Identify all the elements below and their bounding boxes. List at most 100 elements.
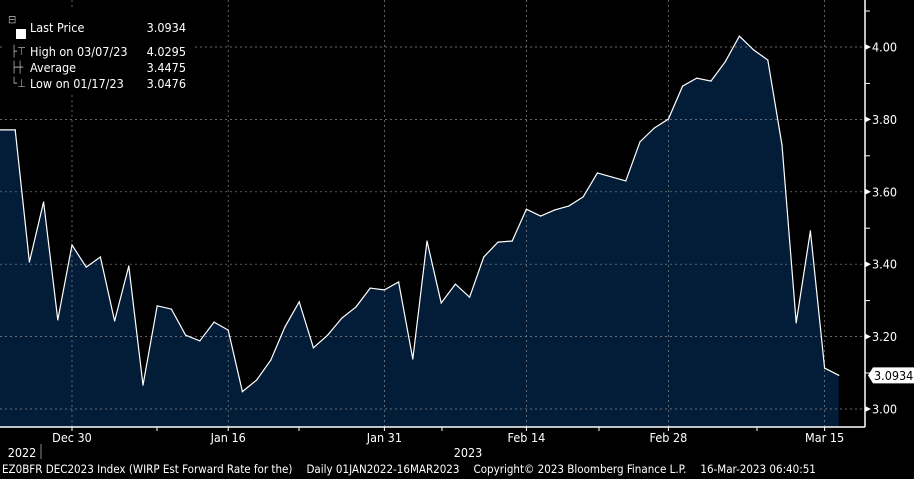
x-tick-label: Jan 31 — [366, 430, 402, 445]
legend-label: High on 03/07/23 — [30, 44, 128, 59]
data-point — [582, 196, 584, 198]
x-tick-label: Feb 28 — [650, 430, 688, 445]
legend-item-low[interactable]: └⊥ Low on 01/17/23 3.0476 — [8, 76, 186, 92]
data-point — [57, 319, 59, 321]
legend-item-high[interactable]: ├⊤ High on 03/07/23 4.0295 — [8, 44, 186, 60]
data-point — [781, 144, 783, 146]
data-point — [738, 35, 741, 37]
data-point — [241, 391, 243, 393]
data-point — [213, 321, 215, 323]
data-point — [114, 320, 116, 322]
high-marker-icon: ├⊤ — [8, 45, 26, 58]
x-tick-label: Dec 30 — [52, 430, 92, 445]
year-label: 2022 — [8, 445, 37, 460]
axes: 3.00 3.20 3.40 3.60 3.80 4.00 Dec 30 Jan 16 Jan … — [0, 0, 897, 460]
data-point — [99, 256, 101, 258]
y-tick-label: 3.00 — [872, 402, 897, 417]
legend-item-last-price[interactable]: ⊟ Last Price 3.0934 — [8, 12, 186, 44]
data-point — [554, 209, 556, 211]
data-point — [156, 305, 158, 307]
data-point — [497, 241, 499, 243]
year-label: 2023 — [454, 445, 483, 460]
y-tick-label: 3.60 — [872, 184, 897, 199]
x-tick-label: Jan 16 — [210, 430, 246, 445]
data-point — [28, 261, 30, 263]
data-point — [625, 180, 627, 182]
data-point — [596, 172, 599, 174]
x-tick-label: Mar 15 — [805, 430, 844, 445]
data-point — [369, 287, 371, 289]
last-value-label: 3.0934 — [868, 367, 914, 384]
y-tick — [865, 188, 871, 195]
data-point — [170, 308, 172, 310]
data-point — [227, 329, 229, 331]
y-tick — [865, 333, 871, 340]
data-point — [696, 77, 698, 79]
gridlines — [0, 0, 865, 427]
data-point — [540, 215, 542, 217]
data-point — [710, 80, 712, 82]
data-point — [0, 129, 2, 131]
data-point — [639, 141, 641, 143]
data-point — [795, 322, 797, 324]
filled-square-icon: ⊟ — [8, 12, 30, 44]
data-point — [454, 283, 456, 285]
legend-value: 4.0295 — [146, 44, 186, 59]
data-point — [809, 230, 812, 232]
data-point — [383, 289, 385, 291]
data-point — [568, 205, 570, 207]
data-point — [398, 281, 400, 283]
data-point — [270, 359, 272, 361]
price-chart: 3.00 3.20 3.40 3.60 3.80 4.00 Dec 30 Jan 16 Jan … — [0, 0, 914, 460]
y-tick-label: 3.20 — [872, 329, 897, 344]
data-point — [838, 374, 840, 376]
y-tick-label: 4.00 — [872, 40, 897, 55]
data-point — [199, 340, 201, 342]
data-point — [767, 59, 769, 61]
data-point — [511, 240, 513, 242]
legend-label: Last Price — [30, 20, 85, 35]
last-value-text: 3.0934 — [874, 368, 913, 383]
price-area — [0, 36, 839, 427]
legend-value: 3.0476 — [146, 76, 186, 91]
data-point — [724, 61, 726, 63]
date-range: Daily 01JAN2022-16MAR2023 — [306, 462, 460, 476]
data-point — [667, 118, 670, 120]
data-point — [682, 85, 684, 87]
data-point — [355, 306, 357, 308]
security-description: EZ0BFR DEC2023 Index (WIRP Est Forward R… — [2, 462, 293, 476]
data-point — [14, 129, 16, 131]
y-tick — [865, 261, 871, 268]
data-point — [426, 240, 428, 242]
data-point — [185, 334, 187, 336]
data-point — [525, 208, 528, 210]
y-tick — [865, 406, 871, 412]
y-tick — [865, 44, 871, 50]
data-point — [824, 367, 826, 369]
data-point — [469, 296, 471, 298]
data-point — [85, 266, 87, 268]
footer: EZ0BFR DEC2023 Index (WIRP Est Forward R… — [2, 462, 830, 476]
data-point — [298, 301, 300, 303]
y-tick-label: 3.80 — [872, 112, 897, 127]
data-point — [611, 176, 613, 178]
legend-value: 3.0934 — [146, 20, 186, 35]
average-marker-icon: ├┼ — [8, 61, 24, 74]
legend-item-average[interactable]: ├┼ Average 3.4475 — [8, 60, 186, 76]
data-point — [327, 334, 329, 336]
data-point — [312, 347, 314, 349]
low-marker-icon: └⊥ — [8, 77, 26, 90]
timestamp: 16-Mar-2023 06:40:51 — [700, 462, 816, 476]
data-point — [284, 326, 286, 328]
legend-value: 3.4475 — [146, 60, 186, 75]
y-tick — [865, 116, 871, 123]
data-point — [341, 317, 343, 319]
data-point — [142, 384, 144, 386]
x-tick-label: Feb 14 — [508, 430, 546, 445]
legend-label: Average — [30, 60, 77, 75]
data-point — [128, 265, 130, 267]
data-point — [256, 379, 258, 381]
y-tick-label: 3.40 — [872, 257, 897, 272]
data-point — [71, 244, 73, 246]
legend: ⊟ Last Price 3.0934 ├⊤ High on 03/07/23 … — [4, 10, 192, 94]
